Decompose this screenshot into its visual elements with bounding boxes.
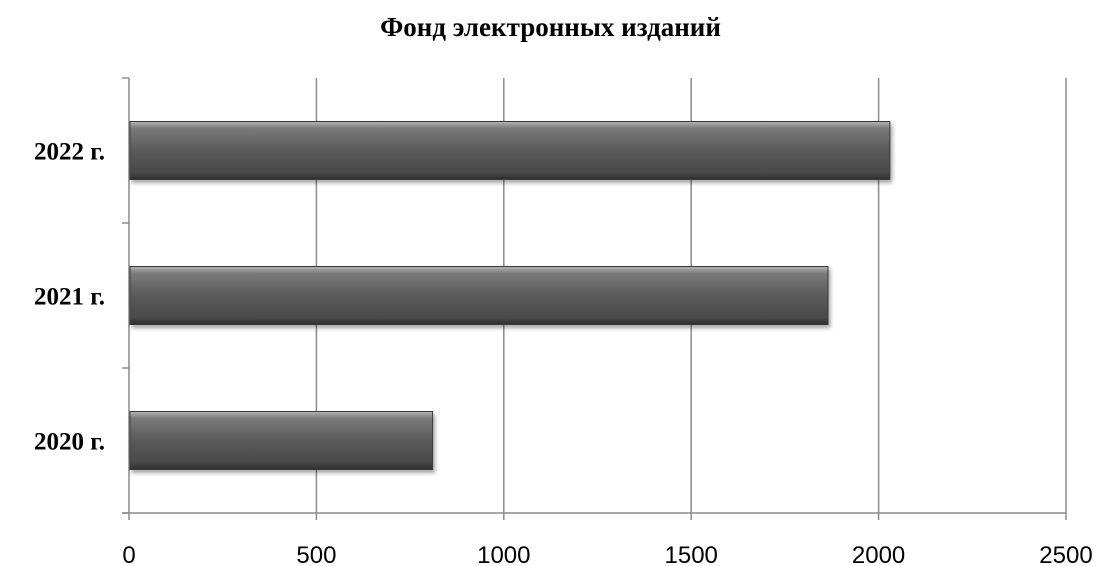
bar-2021 [129,266,829,325]
bar-2020 [129,411,434,470]
y-tick-labels: 2020 г. 2021 г. 2022 г. [34,139,105,456]
x-tick-label: 1000 [477,542,530,566]
x-tick-label: 1500 [665,542,718,566]
x-tick-label: 2500 [1039,542,1092,566]
x-tick-labels: 0 500 1000 1500 2000 2500 [122,542,1092,566]
x-tick-label: 0 [122,542,135,566]
x-tick-label: 2000 [852,542,905,566]
x-tick-label: 500 [296,542,336,566]
y-tick-label: 2022 г. [34,139,105,166]
y-tick-label: 2020 г. [34,429,105,456]
y-tick-label: 2021 г. [34,284,105,311]
bars [129,121,891,470]
bar-2022 [129,121,891,180]
chart-title: Фонд электронных изданий [380,12,721,42]
axes [122,77,1067,520]
